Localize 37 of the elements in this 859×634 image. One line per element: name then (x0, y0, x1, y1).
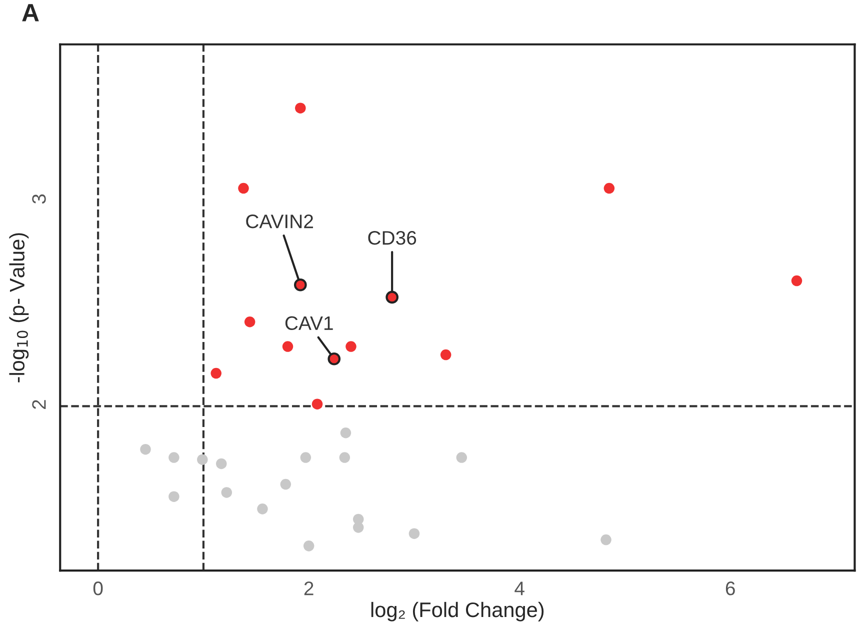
y-axis-title: -log$_{10}$ (p- Value) (9, 233, 29, 382)
point (456, 452, 468, 463)
x-tick-label: 6 (726, 582, 735, 596)
point (312, 398, 323, 410)
point (600, 534, 612, 546)
y-tick-label: 3 (32, 194, 46, 204)
annotation: CD36 (368, 230, 416, 245)
point (300, 452, 312, 463)
point (140, 444, 151, 455)
point (168, 491, 180, 502)
point (408, 528, 420, 539)
point (340, 428, 352, 438)
x-axis-title: log₂ (Fold Change) (371, 602, 544, 622)
point (244, 316, 256, 328)
point (221, 487, 232, 498)
point (210, 368, 222, 379)
point (352, 522, 364, 533)
annotation: CAV1 (285, 316, 333, 330)
point (282, 341, 294, 352)
point (280, 478, 292, 490)
chart-title: A (22, 4, 39, 22)
x-tick-label: 2 (304, 582, 314, 596)
point (791, 275, 802, 286)
point (295, 102, 306, 114)
point (238, 182, 249, 194)
point (303, 540, 314, 552)
x-tick-label: 4 (514, 582, 524, 596)
point (257, 504, 268, 514)
point (346, 341, 356, 352)
point (216, 458, 227, 470)
point (604, 182, 615, 194)
point (168, 452, 180, 463)
point (339, 452, 350, 463)
annotation: CAVIN2 (246, 214, 313, 228)
point (440, 349, 452, 360)
x-tick-label: 0 (93, 582, 103, 596)
point (197, 454, 208, 465)
